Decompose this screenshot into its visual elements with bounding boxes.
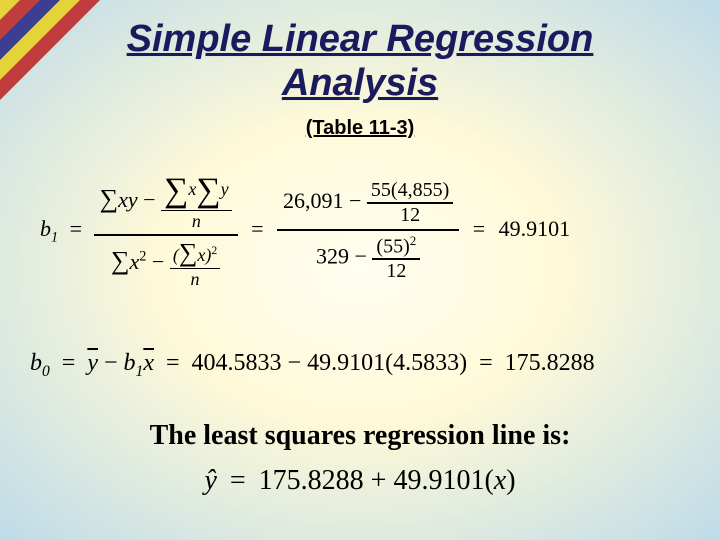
b1-formula-fraction: ∑xy − ∑x∑y n ∑x2 − (∑x)2 n xyxy=(94,170,238,292)
conclusion-text: The least squares regression line is: xyxy=(0,420,720,452)
title-line-1: Simple Linear Regression xyxy=(127,18,594,60)
b0-result: 175.8288 xyxy=(505,350,595,376)
title-line-2: Analysis xyxy=(282,62,438,104)
equation-b1: b1 = ∑xy − ∑x∑y n ∑x2 − (∑x)2 n = 26,091… xyxy=(40,170,570,292)
b1-result: 49.9101 xyxy=(499,216,571,241)
b1-numeric-fraction: 26,091 − 55(4,855) 12 329 − (55)2 12 xyxy=(277,177,459,286)
equation-b0: b0 = y − b1x = 404.5833 − 49.9101(4.5833… xyxy=(30,350,595,381)
b0-lhs: b0 xyxy=(30,350,50,376)
equation-regression-line: ŷ = 175.8288 + 49.9101(x) xyxy=(0,465,720,497)
corner-decoration xyxy=(0,0,120,120)
b1-lhs: b1 xyxy=(40,216,58,241)
subtitle-table-ref: (Table 11-3) xyxy=(0,117,720,140)
